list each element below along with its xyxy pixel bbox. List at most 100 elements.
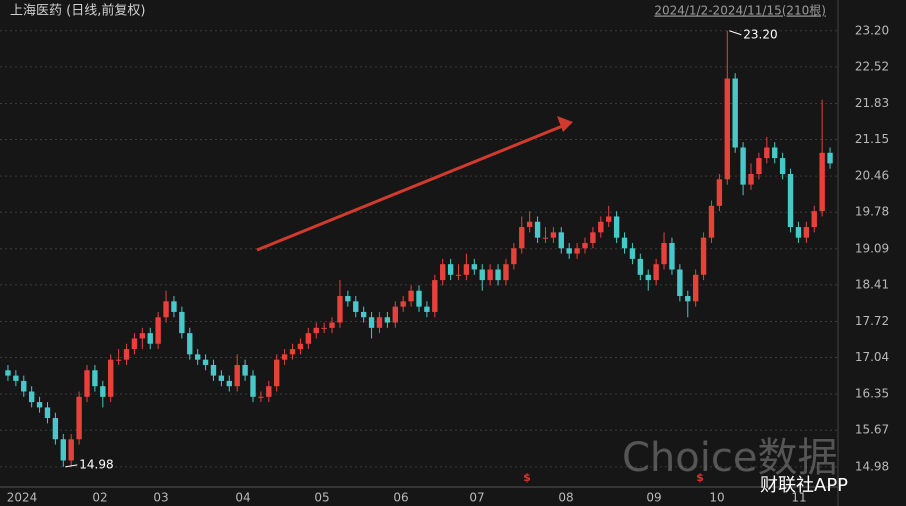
candle-body [558,232,564,249]
candle-body [463,264,470,275]
candle-body [819,152,825,212]
candle-body [44,407,51,419]
x-tick-label: 07 [469,491,484,505]
candle-body [5,370,11,376]
candle-body [692,274,699,302]
candle-body [803,227,810,238]
candle-body [542,237,549,239]
watermark: Choice数据 [622,435,837,481]
candle-body [685,296,691,302]
x-tick-label: 10 [709,491,724,505]
candle-body [756,158,762,175]
range-label[interactable]: 2024/1/2-2024/11/15(210根) [654,4,826,18]
candle-body [795,227,802,238]
candle-body [645,274,651,281]
x-tick-label: 05 [314,491,329,505]
candle-body [187,333,193,355]
candle-body [21,380,27,392]
candle-body [471,264,478,270]
x-tick-label: 02 [92,491,107,505]
candle-body [329,322,335,328]
candle-body [440,264,446,281]
y-tick-label: 16.35 [855,387,889,401]
candle-body [700,237,707,275]
candle-body [36,402,43,408]
annotation-leader [65,464,78,468]
candle-body [171,301,177,312]
candle-body [274,359,280,387]
candle-body [305,333,312,344]
candle-body [495,269,501,281]
candle-body [787,174,794,228]
candle-body [772,147,778,159]
candle-body [179,311,185,334]
candle-body [321,327,327,329]
candle-body [455,274,462,276]
candle-body [392,306,398,323]
candle-body [479,269,485,281]
candle-body [621,237,628,249]
y-tick-label: 14.98 [855,459,889,473]
candle-body [716,179,723,206]
y-tick-label: 19.09 [855,241,889,255]
candle-body [242,364,248,376]
candle-body [779,158,786,175]
candle-body [748,174,754,185]
x-tick-label: 03 [153,491,168,505]
x-tick-label: 09 [646,491,661,505]
candle-body [60,439,66,461]
candle-body [669,242,675,270]
candle-body [155,317,161,344]
candle-body [566,248,572,254]
chart-title: 上海医药 (日线,前复权) [10,3,145,19]
candle-body [100,386,106,397]
candle-body [811,211,817,228]
candle-body [637,258,644,275]
candle-body [297,343,304,350]
candle-body [68,439,74,461]
candle-body [519,227,525,249]
candle-body [123,349,130,360]
candle-body [590,232,596,243]
candle-body [550,232,557,238]
candle-body [764,147,770,159]
candle-body [84,370,90,397]
candle-body [424,306,430,312]
candle-body [202,359,209,365]
candle-body [574,248,580,254]
annotation-leader [729,30,742,36]
candle-body [147,333,153,344]
annotation-label: 23.20 [743,27,777,41]
annotation-label: 14.98 [79,457,113,471]
candle-body [582,242,588,249]
candle-body [408,290,414,302]
candle-body [13,375,19,381]
y-tick-label: 20.46 [855,169,889,183]
candle-body [313,327,319,334]
event-marker: $ [696,471,704,484]
candle-body [708,205,715,238]
candle-body [724,78,730,180]
candle-body [266,386,272,397]
x-tick-label: 06 [393,491,408,505]
y-tick-label: 19.78 [855,205,889,219]
candle-body [281,354,288,360]
candle-body [163,301,169,318]
candle-body [92,370,98,387]
candle-body [740,147,746,185]
trend-arrow [256,123,566,252]
candle-body [139,333,146,339]
candle-body [732,78,738,148]
candle-body [337,296,343,323]
candle-body [629,248,636,259]
x-tick-label: 08 [558,491,573,505]
y-tick-label: 23.20 [855,23,889,37]
candle-body [827,152,833,164]
x-tick-label: 2024 [7,491,38,505]
candle-body [115,359,122,361]
candle-body [108,359,114,397]
candle-body [384,317,391,323]
candle-body [503,264,509,281]
